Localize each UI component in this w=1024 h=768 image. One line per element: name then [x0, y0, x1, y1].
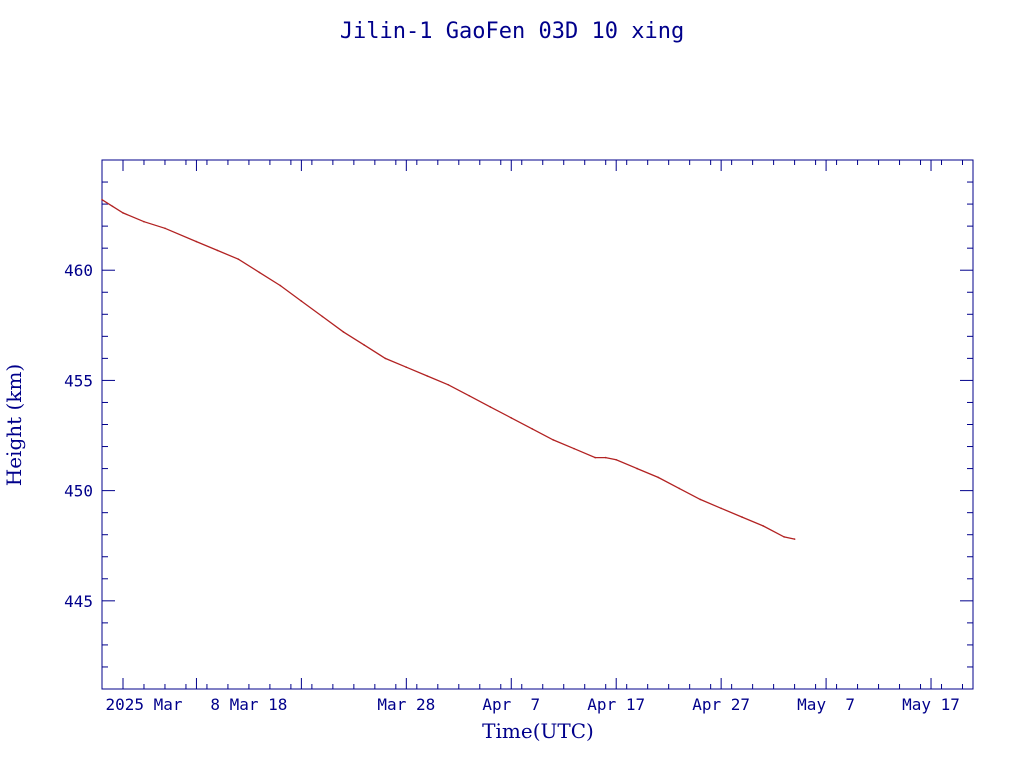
x-tick-label: Apr 17 [587, 695, 645, 714]
x-tick-label: May 17 [902, 695, 960, 714]
height-data-point [741, 516, 743, 518]
height-data-point [531, 428, 534, 430]
x-axis-tick-labels: 2025 Mar 8 Mar 18 Mar 28 Apr 7 Apr 17 Apr 27 M… [105, 695, 959, 714]
y-tick-label: 450 [64, 482, 93, 501]
y-axis-tick-labels: 445 450 455 460 [64, 261, 93, 611]
y-tick-label: 445 [64, 592, 93, 611]
height-data-point [720, 507, 722, 510]
height-data-point [636, 467, 638, 470]
height-data-point [604, 456, 607, 459]
height-data-point [321, 315, 324, 318]
height-data-point [762, 525, 764, 527]
height-data-point [447, 384, 450, 386]
height-data-point [195, 240, 198, 243]
height-data-point [101, 198, 103, 201]
height-data-point [783, 536, 785, 538]
height-data-point [405, 366, 408, 369]
height-data-point [678, 487, 680, 490]
plot-frame [101, 159, 974, 690]
height-data-point [300, 300, 303, 302]
height-data-point [573, 447, 575, 450]
height-data-point [594, 456, 596, 459]
height-data-point [279, 284, 282, 287]
height-data-point [426, 375, 429, 377]
y-tick-label: 460 [64, 261, 93, 280]
x-tick-label: Apr 27 [692, 695, 750, 714]
height-data-point [615, 459, 617, 461]
height-series-points [101, 198, 796, 540]
height-data-point [216, 249, 219, 252]
height-data-point [363, 344, 366, 346]
height-data-point [258, 271, 261, 274]
height-data-point [699, 498, 701, 501]
height-data-point [143, 220, 145, 223]
y-axis-ticks [102, 159, 973, 690]
height-data-point [122, 212, 124, 214]
height-data-point [657, 476, 659, 479]
y-axis-label: Height (km) [2, 364, 26, 486]
x-tick-label: Apr 7 [482, 695, 540, 714]
height-data-point [510, 417, 513, 419]
height-data-point [111, 205, 114, 208]
height-series-line [101, 199, 795, 540]
height-data-point [489, 406, 492, 408]
height-data-point [342, 331, 345, 333]
x-tick-label: 2025 Mar [105, 695, 182, 714]
x-tick-label: Mar 28 [377, 695, 435, 714]
height-data-point [468, 395, 471, 397]
y-tick-label: 455 [64, 371, 93, 390]
x-axis-ticks [101, 160, 964, 689]
height-data-point [237, 258, 240, 261]
height-data-point [384, 357, 387, 360]
height-data-point [793, 538, 796, 540]
height-data-point [552, 439, 554, 441]
x-tick-label: May 7 [797, 695, 855, 714]
height-data-point [164, 227, 166, 230]
x-tick-label: 8 Mar 18 [210, 695, 287, 714]
chart-title: Jilin-1 GaoFen 03D 10 xing [340, 19, 684, 44]
x-axis-label: Time(UTC) [482, 719, 594, 743]
